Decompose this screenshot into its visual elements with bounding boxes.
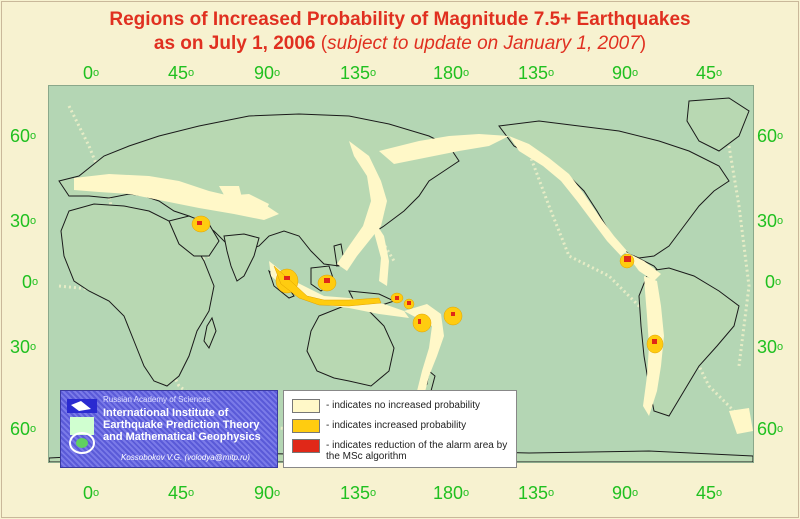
plate-boundary-line [727,145,751,367]
lat-label-right: 60o [757,126,784,146]
lon-label-top: 180o [433,63,470,83]
reduction-marker [418,319,421,324]
legend-swatch [292,439,320,453]
lon-label-bottom: 90o [612,483,639,503]
lat-label-right: 30o [757,337,784,357]
lon-label-top: 45o [696,63,723,83]
map-title: Regions of Increased Probability of Magn… [0,8,800,56]
lat-label-left: 0o [22,272,39,292]
increased-zone [412,313,432,333]
india-coast [223,233,260,282]
reduction-marker [407,301,411,305]
title-update-note: subject to update on January 1, 2007 [327,33,640,54]
lon-label-bottom: 45o [696,483,723,503]
no-increase-zone [379,134,509,164]
world-map-svg [49,97,753,462]
academy-label: Russian Academy of Sciences [103,395,211,404]
reduction-marker [624,256,631,262]
south-america-coast [638,267,740,417]
title-paren-open: ( [315,33,328,54]
legend-label: - indicates increased probability [326,420,467,431]
lat-label-left: 30o [10,211,37,231]
no-increase-zone [404,304,444,396]
title-paren-close: ) [639,33,647,54]
reduction-marker [284,276,290,280]
lat-label-right: 30o [757,211,784,231]
lon-label-top: 45o [168,63,195,83]
no-increase-zone [219,186,244,206]
map-legend: - indicates no increased probability - i… [283,390,517,468]
lon-label-top: 135o [340,63,377,83]
lon-label-bottom: 45o [168,483,195,503]
lat-label-right: 60o [757,419,784,439]
no-increase-zone [337,141,387,271]
institute-box: Russian Academy of Sciences Internationa… [60,390,278,468]
increased-zone [273,265,382,307]
title-line-2: as on July 1, 2006 (subject to update on… [0,32,800,56]
institute-name: International Institute of Earthquake Pr… [103,407,261,443]
lon-label-top: 90o [254,63,281,83]
reduction-marker [652,339,657,344]
lon-label-top: 90o [612,63,639,83]
lat-label-left: 30o [10,337,37,357]
reduction-marker [451,312,455,316]
lon-label-bottom: 135o [518,483,555,503]
lat-label-right: 0o [765,272,782,292]
increased-zones [191,215,664,354]
lat-label-left: 60o [10,419,37,439]
no-increase-zone [74,174,279,220]
australia-coast [306,305,395,387]
legend-swatch [292,419,320,433]
reduction-marker [324,278,330,283]
greenland-coast [686,97,750,152]
reduction-marker [197,221,202,225]
author-credit: Kossobokov V.G. (volodya@mitp.ru) [121,453,250,462]
lon-label-top: 135o [518,63,555,83]
institute-logo [67,399,97,454]
africa-coast [60,203,215,387]
lon-label-bottom: 0o [83,483,100,503]
no-increase-zone [509,136,627,256]
lon-label-bottom: 180o [433,483,470,503]
reduction-marker [395,296,399,300]
legend-label: - indicates no increased probability [326,400,480,411]
lon-label-bottom: 90o [254,483,281,503]
legend-swatch [292,399,320,413]
madagascar-coast [203,316,217,350]
lon-label-top: 0o [83,63,100,83]
title-line-1: Regions of Increased Probability of Magn… [109,9,691,30]
title-date: as on July 1, 2006 [153,33,316,54]
no-increase-zone [371,216,389,286]
lat-label-left: 60o [10,126,37,146]
no-increase-zone [729,408,753,434]
lon-label-bottom: 135o [340,483,377,503]
legend-label: - indicates reduction of the alarm area … [326,440,508,462]
reduction-markers [197,221,657,344]
